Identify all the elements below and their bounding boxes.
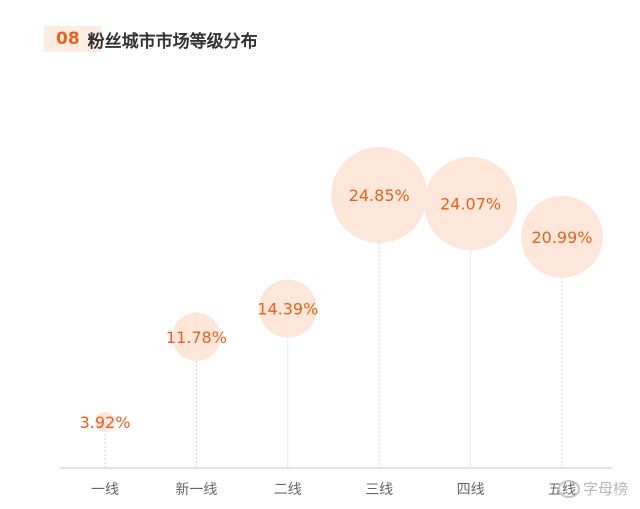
bubble (424, 156, 518, 251)
data-label: 3.92% (80, 413, 131, 432)
bubble (172, 312, 221, 362)
x-tick-label: 新一线 (175, 482, 217, 498)
data-label: 24.07% (440, 194, 501, 213)
chart-header: 08 粉丝城市市场等级分布 (44, 22, 258, 56)
header-badge-bg (44, 26, 102, 52)
bubble (258, 279, 317, 338)
chart-title: 粉丝城市市场等级分布 (87, 31, 258, 52)
data-label: 24.85% (349, 186, 410, 205)
x-tick-label: 一线 (91, 482, 119, 498)
bubble (95, 412, 115, 432)
watermark-text: 字母榜 (583, 480, 629, 498)
watermark: 字母榜 (558, 478, 628, 499)
bubble (521, 195, 603, 278)
data-label: 11.78% (166, 328, 227, 347)
x-tick-label: 三线 (365, 482, 393, 498)
weibo-icon (558, 479, 580, 498)
data-label: 14.39% (257, 299, 318, 318)
x-tick-label: 四线 (457, 482, 485, 498)
data-label: 20.99% (531, 228, 592, 247)
section-number: 08 (56, 29, 80, 49)
x-tick-label: 二线 (274, 482, 302, 498)
bubble (331, 147, 428, 243)
